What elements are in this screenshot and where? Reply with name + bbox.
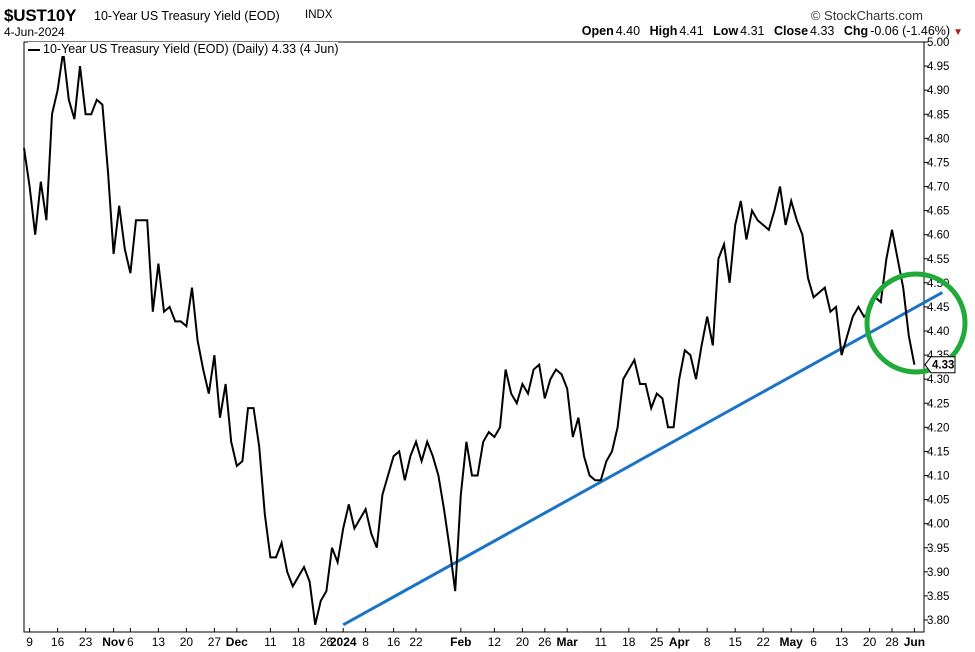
- close-label: Close: [774, 24, 809, 38]
- x-tick-label: 20: [863, 635, 877, 649]
- down-arrow-icon: ▼: [953, 27, 963, 38]
- open-label: Open: [581, 24, 614, 38]
- security-name: 10-Year US Treasury Yield (EOD): [94, 9, 280, 23]
- brand-logo[interactable]: © StockCharts.com: [810, 8, 923, 23]
- symbol: $UST10Y: [4, 6, 77, 25]
- last-value-box: [924, 356, 956, 374]
- last-value-label: 4.33: [932, 360, 954, 372]
- y-tick-label: 4.20: [927, 422, 949, 434]
- x-tick-label: 25: [650, 635, 664, 649]
- x-tick-label: 18: [292, 635, 306, 649]
- y-tick-label: 4.95: [927, 61, 949, 73]
- high-label: High: [649, 24, 678, 38]
- y-tick-label: 4.40: [927, 326, 949, 338]
- chart-header: $UST10Y 10-Year US Treasury Yield (EOD) …: [0, 0, 975, 42]
- x-tick-label: 11: [595, 635, 608, 649]
- x-tick-label: 8: [704, 635, 711, 649]
- x-tick-label: 20: [180, 635, 194, 649]
- x-tick-label: 6: [127, 635, 134, 649]
- x-tick-label: 16: [51, 635, 65, 649]
- x-tick-label: Jun: [904, 635, 925, 649]
- y-tick-label: 3.90: [927, 567, 949, 579]
- exchange: INDX: [305, 9, 333, 21]
- open-value: 4.40: [615, 24, 641, 38]
- y-tick-label: 4.00: [927, 519, 949, 531]
- x-tick-label: 27: [208, 635, 222, 649]
- y-tick-label: 4.30: [927, 374, 949, 386]
- y-tick-label: 4.80: [927, 133, 949, 145]
- high-value: 4.41: [679, 24, 704, 38]
- y-tick-label: 4.65: [927, 206, 949, 218]
- y-tick-label: 3.80: [927, 615, 949, 627]
- chart-date: 4-Jun-2024: [4, 25, 65, 39]
- x-tick-label: 6: [810, 635, 817, 649]
- plot-frame: [23, 41, 925, 633]
- y-tick-label: 5.00: [927, 37, 949, 49]
- x-tick-label: 28: [885, 635, 899, 649]
- legend: 10-Year US Treasury Yield (EOD) (Daily) …: [28, 42, 339, 56]
- y-tick-label: 4.45: [927, 302, 949, 314]
- x-tick-label: 12: [488, 635, 502, 649]
- x-tick-label: Nov: [102, 635, 125, 649]
- close-value: 4.33: [810, 24, 835, 38]
- x-tick-label: 15: [729, 635, 743, 649]
- y-tick-label: 3.95: [927, 543, 949, 555]
- x-tick-label: 26: [538, 635, 552, 649]
- x-tick-label: 13: [152, 635, 166, 649]
- chg-label: Chg: [843, 24, 869, 38]
- y-tick-label: 3.85: [927, 591, 949, 603]
- x-tick-label: 23: [79, 635, 93, 649]
- trendline: [342, 291, 944, 627]
- y-tick-label: 4.70: [927, 182, 949, 194]
- x-tick-label: 20: [516, 635, 530, 649]
- low-value: 4.31: [740, 24, 765, 38]
- chg-value: -0.06 (-1.46%): [870, 24, 951, 38]
- x-tick-label: 22: [757, 635, 771, 649]
- y-tick-label: 4.15: [927, 446, 949, 458]
- highlight-circle: [864, 271, 968, 375]
- x-tick-label: Mar: [557, 635, 579, 649]
- last-value-marker: 4.33: [924, 356, 956, 374]
- y-tick-label: 4.05: [927, 495, 949, 507]
- x-tick-label: 26: [320, 635, 334, 649]
- x-tick-label: 11: [264, 635, 277, 649]
- y-tick-label: 4.90: [927, 85, 949, 97]
- y-tick-label: 4.75: [927, 157, 949, 169]
- y-tick-label: 4.25: [927, 398, 949, 410]
- x-tick-label: Dec: [226, 635, 248, 649]
- y-tick-label: 4.60: [927, 230, 949, 242]
- x-tick-label: Apr: [669, 635, 690, 649]
- y-tick-label: 4.10: [927, 471, 949, 483]
- x-tick-label: May: [780, 635, 804, 649]
- legend-text: 10-Year US Treasury Yield (EOD) (Daily) …: [43, 42, 339, 56]
- x-tick-label: Feb: [450, 635, 471, 649]
- x-tick-label: 9: [26, 635, 33, 649]
- x-tick-label: 16: [387, 635, 401, 649]
- y-tick-label: 4.55: [927, 254, 949, 266]
- price-line: [23, 51, 916, 626]
- x-tick-label: 18: [622, 635, 636, 649]
- price-stats: Open 4.40 High 4.41 Low 4.31 Close 4.33 Chg -…: [576, 24, 963, 38]
- x-tick-label: 2024: [330, 635, 357, 649]
- y-axis: 3.80 3.85 3.90 3.95 4.00 4.05 4.10 4.15 4.20 4.25…: [924, 37, 949, 627]
- low-label: Low: [713, 24, 739, 38]
- x-tick-label: 8: [362, 635, 369, 649]
- x-tick-label: 13: [835, 635, 849, 649]
- y-tick-label: 4.85: [927, 109, 949, 121]
- legend-line-swatch: [28, 48, 40, 51]
- x-tick-label: 22: [409, 635, 423, 649]
